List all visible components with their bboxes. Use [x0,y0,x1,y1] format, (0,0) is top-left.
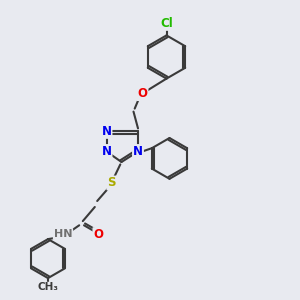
Text: Cl: Cl [160,17,173,30]
Text: HN: HN [54,229,72,239]
Text: S: S [107,176,116,190]
Text: N: N [133,145,143,158]
Text: CH₃: CH₃ [38,282,58,292]
Text: N: N [101,125,112,138]
Text: O: O [93,228,103,241]
Text: O: O [137,87,148,100]
Text: N: N [101,145,112,158]
